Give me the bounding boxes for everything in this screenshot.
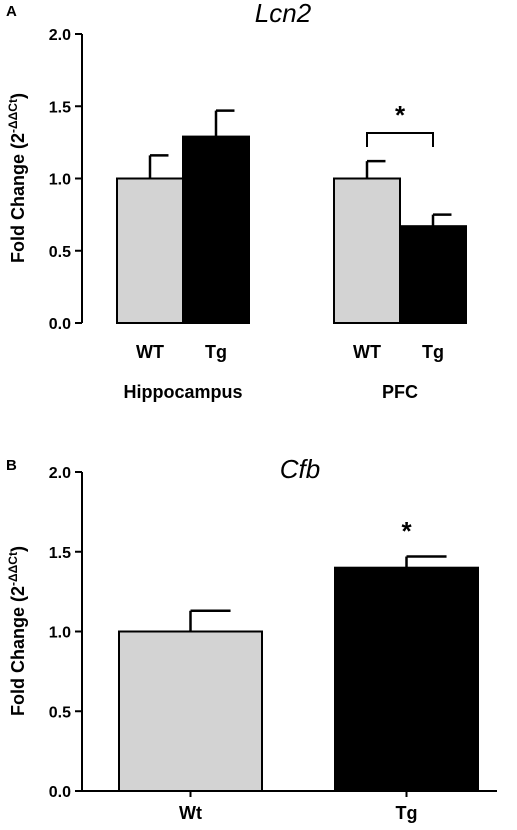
panel-a-y-axis: 0.0 0.5 1.0 1.5 2.0 — [49, 27, 83, 333]
panel-a-bar-wt-bar — [116, 177, 184, 324]
panel-a-bar-tg-bar — [182, 135, 250, 324]
panel-a-ylabel: Fold Change (2-ΔΔCt) — [6, 93, 28, 263]
panel-b-significance: * — [401, 516, 412, 546]
panel-b-ylabel-main: Fold Change (2 — [8, 586, 28, 716]
panel-a-significance-bracket — [366, 132, 434, 147]
panel-a-y-tick-label: 1.0 — [49, 172, 71, 189]
panel-b-bar-wt-bar — [118, 630, 263, 792]
panel-a-group-label: Hippocampus — [123, 382, 242, 402]
panel-a-significance-star: * — [395, 100, 406, 130]
panel-b-x-label: Tg — [396, 803, 418, 823]
panel-b-ylabel-exp: -ΔΔCt — [6, 552, 20, 586]
panel-a-title: Lcn2 — [255, 0, 312, 28]
panel-a-y-tick-label: 1.5 — [49, 99, 71, 116]
panel-b-significance-star: * — [401, 516, 412, 546]
panel-b-y-axis: 0.0 0.5 1.0 1.5 2.0 — [49, 465, 83, 801]
panel-a-y-tick-label: 2.0 — [49, 27, 71, 44]
panel-a-ylabel-exp: -ΔΔCt — [6, 99, 20, 133]
panel-a-bars — [116, 109, 467, 324]
panel-a: A Lcn2 Fold Change (2-ΔΔCt) 0.0 0.5 1.0 1.5… — [6, 0, 467, 402]
panel-b-x-label: Wt — [179, 803, 202, 823]
panel-a-y-tick-label: 0.5 — [49, 244, 71, 261]
panel-a-x-label: WT — [353, 342, 381, 362]
panel-a-ylabel-text: Fold Change (2-ΔΔCt) — [6, 93, 28, 263]
panel-a-y-tick-label: 0.0 — [49, 316, 71, 333]
panel-a-x-label: Tg — [422, 342, 444, 362]
panel-b-y-tick-label: 0.5 — [49, 704, 71, 721]
panel-b-title: Cfb — [280, 454, 320, 484]
panel-b-ylabel-text: Fold Change (2-ΔΔCt) — [6, 546, 28, 716]
panel-b-bars — [118, 555, 479, 793]
panel-a-ylabel-main: Fold Change (2 — [8, 133, 28, 263]
panel-a-letter: A — [6, 3, 17, 20]
panel-b-letter: B — [6, 457, 17, 474]
panel-a-significance: * — [366, 100, 434, 147]
panel-a-x-label: WT — [136, 342, 164, 362]
panel-b-ylabel-end: ) — [8, 546, 28, 552]
panel-b-y-tick-label: 0.0 — [49, 784, 71, 801]
panel-b-y-tick-label: 1.5 — [49, 545, 71, 562]
panel-a-ylabel-end: ) — [8, 93, 28, 99]
panel-a-group-label: PFC — [382, 382, 418, 402]
panel-a-bar-wt-bar — [333, 177, 401, 324]
panel-b-bar-tg-bar — [334, 566, 479, 793]
panel-b-x-axis: Wt Tg — [82, 790, 497, 823]
panel-b-y-tick-label: 1.0 — [49, 625, 71, 642]
panel-b: B Cfb Fold Change (2-ΔΔCt) 0.0 0.5 1.0 1.5 2… — [6, 454, 497, 823]
panel-b-y-tick-label: 2.0 — [49, 465, 71, 482]
panel-a-bar-tg-bar — [399, 225, 467, 324]
panel-a-x-label: Tg — [205, 342, 227, 362]
panel-b-ylabel: Fold Change (2-ΔΔCt) — [6, 546, 28, 716]
